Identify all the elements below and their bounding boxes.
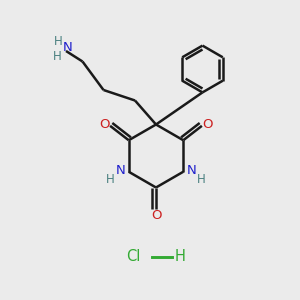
Text: H: H xyxy=(53,50,62,63)
Text: H: H xyxy=(197,173,206,186)
Text: O: O xyxy=(151,209,161,222)
Text: N: N xyxy=(116,164,125,177)
Text: O: O xyxy=(100,118,110,131)
Text: H: H xyxy=(106,173,115,186)
Text: Cl: Cl xyxy=(126,249,141,264)
Text: O: O xyxy=(202,118,212,131)
Text: H: H xyxy=(175,249,185,264)
Text: N: N xyxy=(63,41,72,54)
Text: N: N xyxy=(187,164,196,177)
Text: H: H xyxy=(54,35,63,48)
